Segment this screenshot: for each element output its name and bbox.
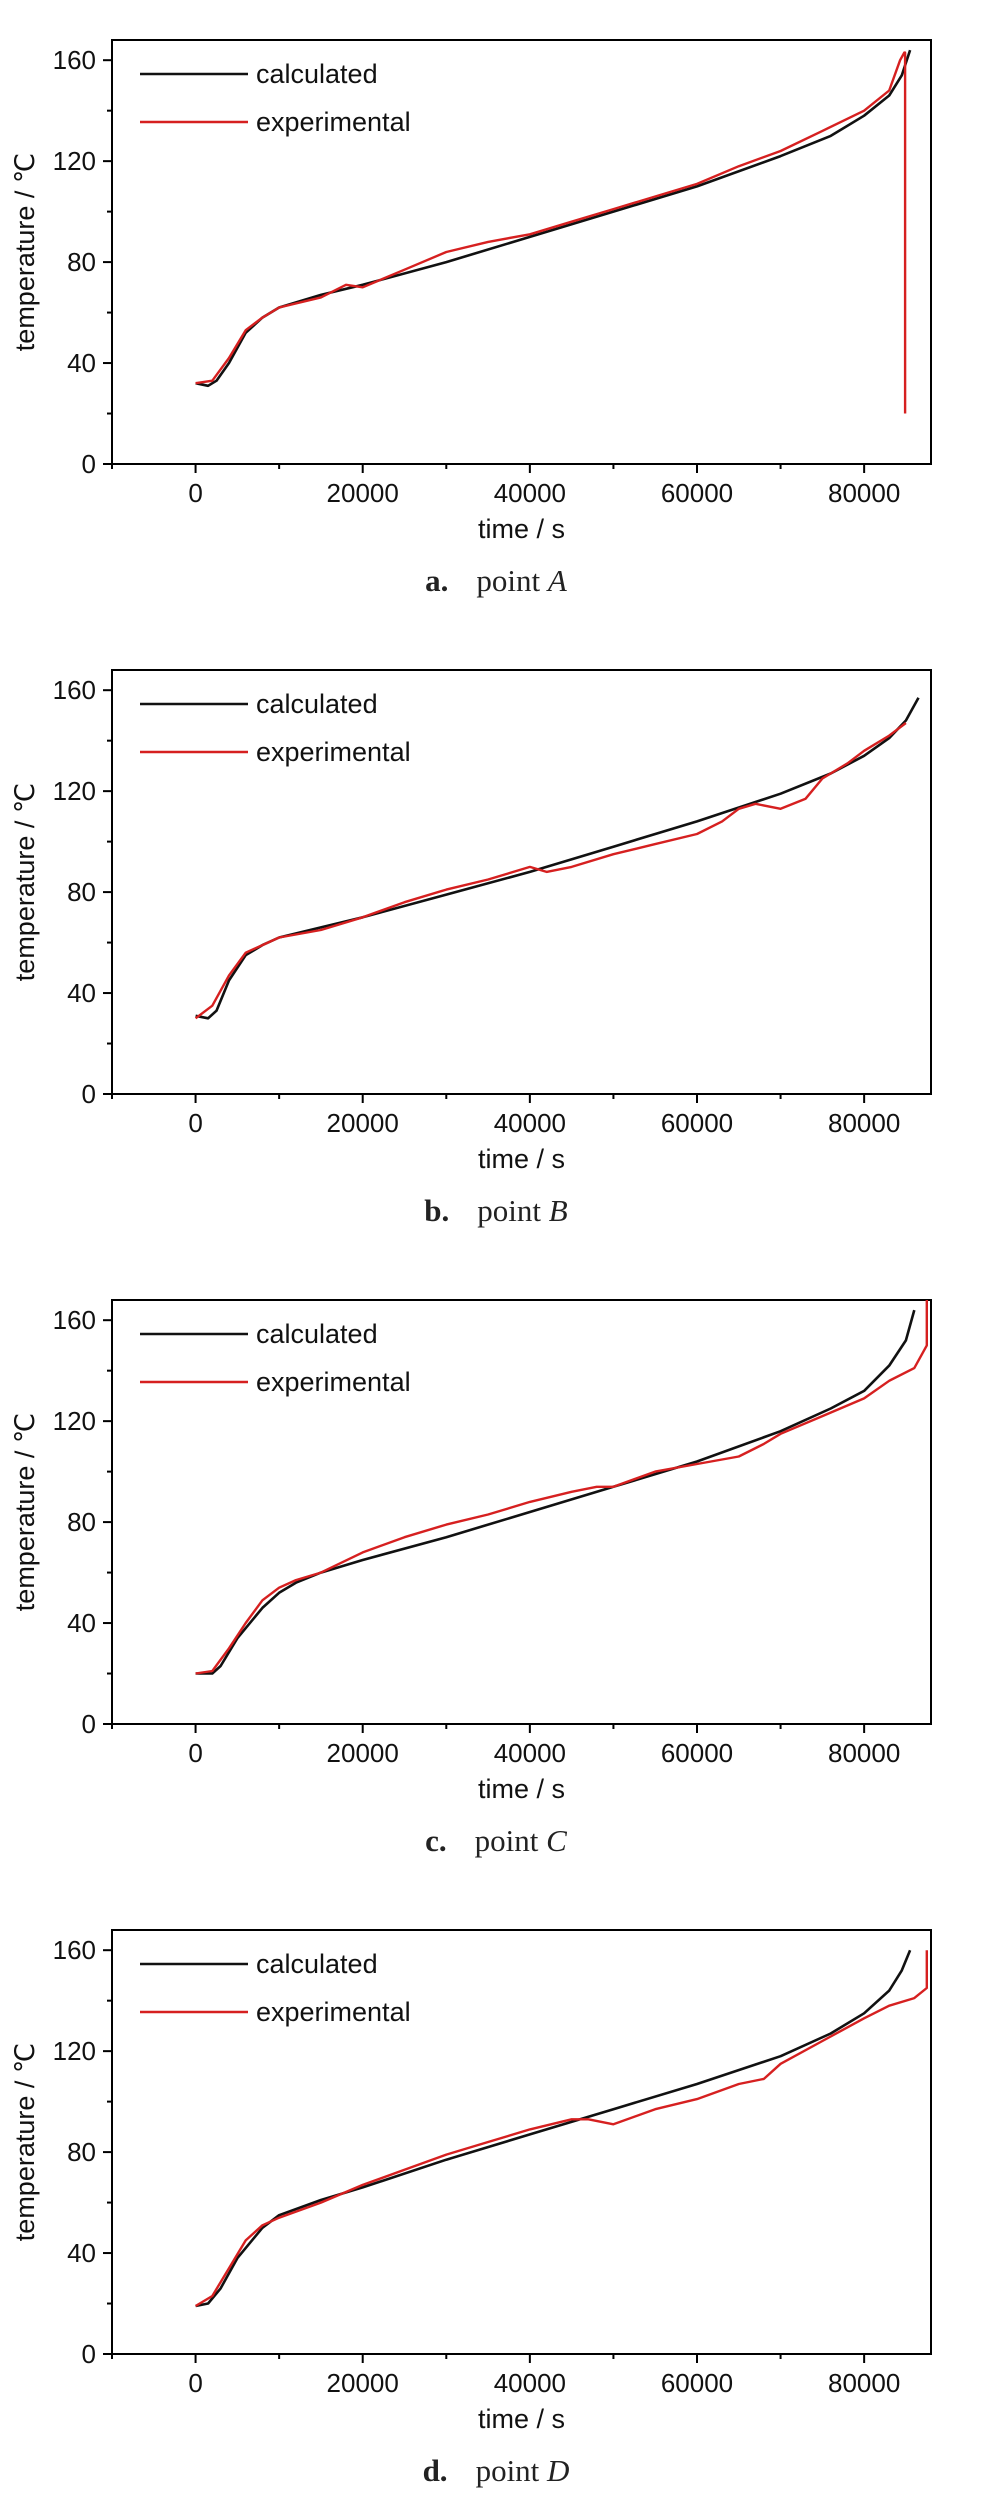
plot-frame bbox=[111, 1299, 932, 1725]
x-tick-label: 0 bbox=[188, 478, 202, 508]
plot-frame bbox=[111, 1929, 932, 2355]
x-tick-label: 0 bbox=[188, 1108, 202, 1138]
x-tick-label: 40000 bbox=[494, 2368, 566, 2398]
y-tick-label: 40 bbox=[67, 348, 96, 378]
panel-caption: d. point D bbox=[0, 2453, 992, 2489]
x-axis-title: time / s bbox=[478, 514, 565, 544]
series-line-calculated bbox=[195, 1309, 916, 1675]
plot-frame bbox=[111, 669, 932, 1095]
legend-label-experimental: experimental bbox=[256, 737, 411, 767]
x-tick-label: 80000 bbox=[828, 1108, 900, 1138]
x-tick-label: 80000 bbox=[828, 2368, 900, 2398]
y-tick-label: 80 bbox=[67, 1507, 96, 1537]
y-tick-label: 0 bbox=[82, 1709, 96, 1739]
y-axis-title: temperature / ℃ bbox=[10, 153, 40, 351]
panel-caption: a. point A bbox=[0, 563, 992, 599]
x-tick-label: 80000 bbox=[828, 1738, 900, 1768]
x-axis-title: time / s bbox=[478, 1144, 565, 1174]
caption-text: point bbox=[474, 1823, 547, 1858]
y-tick-label: 160 bbox=[53, 675, 96, 705]
x-tick-label: 60000 bbox=[661, 2368, 733, 2398]
y-tick-label: 40 bbox=[67, 1608, 96, 1638]
chart-panel-2: 0 20000 40000 60000 80000 0 40 80 120 160 time / s… bbox=[0, 630, 992, 1260]
x-tick-label: 20000 bbox=[327, 478, 399, 508]
caption-letter: a. bbox=[425, 563, 449, 598]
y-axis-title: temperature / ℃ bbox=[10, 1413, 40, 1611]
x-axis-title: time / s bbox=[478, 2404, 565, 2434]
y-axis-title: temperature / ℃ bbox=[10, 2043, 40, 2241]
legend-label-calculated: calculated bbox=[256, 689, 378, 719]
x-tick-label: 60000 bbox=[661, 1108, 733, 1138]
series-line-experimental bbox=[194, 722, 907, 1020]
y-tick-label: 160 bbox=[53, 45, 96, 75]
x-tick-label: 40000 bbox=[494, 1738, 566, 1768]
caption-point: C bbox=[546, 1823, 567, 1858]
line-chart: 0 20000 40000 60000 80000 0 40 80 120 160 time / s… bbox=[10, 39, 932, 544]
x-axis-title: time / s bbox=[478, 1774, 565, 1804]
x-tick-label: 40000 bbox=[494, 478, 566, 508]
caption-letter: c. bbox=[425, 1823, 447, 1858]
series-line-experimental bbox=[195, 1300, 928, 1675]
y-tick-label: 120 bbox=[53, 2036, 96, 2066]
legend-label-experimental: experimental bbox=[256, 1367, 411, 1397]
series-line-calculated bbox=[195, 1949, 912, 2308]
legend-label-calculated: calculated bbox=[256, 59, 378, 89]
caption-text: point bbox=[477, 1193, 549, 1228]
line-chart: 0 20000 40000 60000 80000 0 40 80 120 160 time / s… bbox=[10, 1929, 932, 2434]
y-tick-label: 160 bbox=[53, 1305, 96, 1335]
line-chart: 0 20000 40000 60000 80000 0 40 80 120 160 time / s… bbox=[10, 669, 932, 1174]
caption-text: point bbox=[476, 563, 548, 598]
caption-point: D bbox=[547, 2453, 570, 2488]
legend-label-calculated: calculated bbox=[256, 1949, 378, 1979]
y-tick-label: 120 bbox=[53, 1406, 96, 1436]
y-tick-label: 40 bbox=[67, 2238, 96, 2268]
chart-panel-4: 0 20000 40000 60000 80000 0 40 80 120 160 time / s… bbox=[0, 1890, 992, 2520]
x-tick-label: 20000 bbox=[327, 1108, 399, 1138]
series-line-calculated bbox=[195, 49, 912, 388]
plot-frame bbox=[111, 39, 932, 465]
series-line-experimental bbox=[194, 1950, 928, 2308]
x-tick-label: 80000 bbox=[828, 478, 900, 508]
chart-panel-1: 0 20000 40000 60000 80000 0 40 80 120 160 time / s… bbox=[0, 0, 992, 630]
legend-label-calculated: calculated bbox=[256, 1319, 378, 1349]
panel-caption: b. point B bbox=[0, 1193, 992, 1229]
series-line-calculated bbox=[195, 697, 920, 1020]
panel-caption: c. point C bbox=[0, 1823, 992, 1859]
caption-point: A bbox=[547, 563, 567, 598]
y-tick-label: 80 bbox=[67, 877, 96, 907]
x-tick-label: 0 bbox=[188, 2368, 202, 2398]
y-tick-label: 0 bbox=[82, 449, 96, 479]
x-tick-label: 20000 bbox=[327, 1738, 399, 1768]
caption-letter: d. bbox=[422, 2453, 448, 2488]
caption-point: B bbox=[548, 1193, 568, 1228]
y-tick-label: 80 bbox=[67, 2137, 96, 2167]
y-tick-label: 120 bbox=[53, 146, 96, 176]
y-tick-label: 120 bbox=[53, 776, 96, 806]
legend-label-experimental: experimental bbox=[256, 107, 411, 137]
y-tick-label: 80 bbox=[67, 247, 96, 277]
y-tick-label: 0 bbox=[82, 1079, 96, 1109]
x-tick-label: 60000 bbox=[661, 1738, 733, 1768]
legend-label-experimental: experimental bbox=[256, 1997, 411, 2027]
x-tick-label: 0 bbox=[188, 1738, 202, 1768]
x-tick-label: 40000 bbox=[494, 1108, 566, 1138]
caption-letter: b. bbox=[424, 1193, 450, 1228]
series-line-experimental bbox=[195, 51, 907, 414]
line-chart: 0 20000 40000 60000 80000 0 40 80 120 160 time / s… bbox=[10, 1299, 932, 1804]
caption-text: point bbox=[475, 2453, 548, 2488]
y-tick-label: 160 bbox=[53, 1935, 96, 1965]
y-tick-label: 0 bbox=[82, 2339, 96, 2369]
chart-panel-3: 0 20000 40000 60000 80000 0 40 80 120 160 time / s… bbox=[0, 1260, 992, 1890]
x-tick-label: 60000 bbox=[661, 478, 733, 508]
y-tick-label: 40 bbox=[67, 978, 96, 1008]
x-tick-label: 20000 bbox=[327, 2368, 399, 2398]
y-axis-title: temperature / ℃ bbox=[10, 783, 40, 981]
